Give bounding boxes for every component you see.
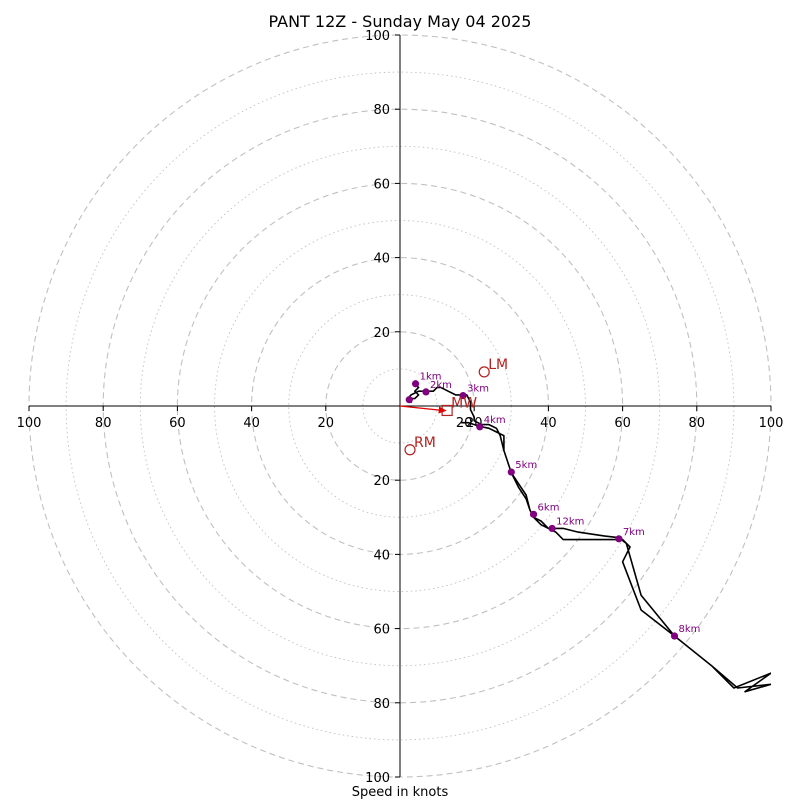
storm-motion-label: RM: [414, 435, 436, 451]
x-tick-label: 60: [169, 416, 186, 431]
height-marker-label: 6km: [538, 502, 560, 513]
y-tick-label: 60: [373, 177, 390, 192]
y-tick-label: 100: [365, 29, 390, 44]
storm-motion-markers: LM RM MW: [399, 357, 508, 456]
x-tick-label: 40: [540, 416, 557, 431]
height-marker-label: 3km: [467, 384, 489, 395]
height-marker-point: [459, 392, 467, 400]
height-marker-label: 4km: [484, 415, 506, 426]
height-marker-point: [670, 632, 679, 640]
y-tick-label: 100: [365, 771, 390, 786]
height-marker-label: 12km: [556, 516, 584, 527]
chart-tick-labels: 100 80 60 40 20 20 40 60 80 100100806040202040608…: [17, 29, 784, 786]
storm-motion-circle: [404, 444, 416, 456]
x-tick-label: 100: [17, 416, 42, 431]
x-tick-label: 60: [614, 416, 631, 431]
x-axis-label: Speed in knots: [352, 785, 449, 800]
height-marker-point: [411, 380, 420, 388]
height-marker-point: [405, 396, 413, 404]
height-marker-point: [507, 468, 515, 476]
storm-motion-arrow: [399, 405, 441, 411]
storm-motion-circle: [478, 366, 490, 378]
y-tick-label: 60: [373, 623, 390, 638]
y-tick-label: 80: [373, 103, 390, 118]
height-marker-label: 5km: [515, 460, 537, 471]
height-marker-label: 2km: [430, 380, 452, 391]
height-marker-point: [476, 423, 484, 431]
height-marker-label: 1km: [420, 372, 442, 383]
storm-motion-label: LM: [488, 357, 508, 373]
storm-motion-arrowhead: [438, 406, 447, 414]
x-tick-label: 20: [318, 416, 335, 431]
x-tick-label: 80: [689, 416, 706, 431]
chart-title: PANT 12Z - Sunday May 04 2025: [269, 12, 532, 31]
x-tick-label: 100: [759, 416, 784, 431]
storm-motion-label: MW: [451, 395, 477, 411]
y-tick-label: 20: [373, 326, 390, 341]
chart-series: [406, 383, 771, 693]
height-marker-point: [615, 535, 623, 543]
hodograph-line: [406, 383, 771, 693]
height-marker-label: 8km: [679, 624, 701, 635]
y-tick-label: 80: [373, 697, 390, 712]
height-marker-point: [422, 388, 430, 396]
height-marker-label: 7km: [623, 527, 645, 538]
x-tick-label: 40: [243, 416, 260, 431]
x-tick-label: 80: [95, 416, 112, 431]
height-marker-point: [548, 524, 556, 533]
y-tick-label: 40: [373, 252, 390, 267]
height-marker-point: [529, 510, 538, 518]
y-tick-label: 20: [373, 474, 390, 489]
y-tick-label: 40: [373, 548, 390, 563]
